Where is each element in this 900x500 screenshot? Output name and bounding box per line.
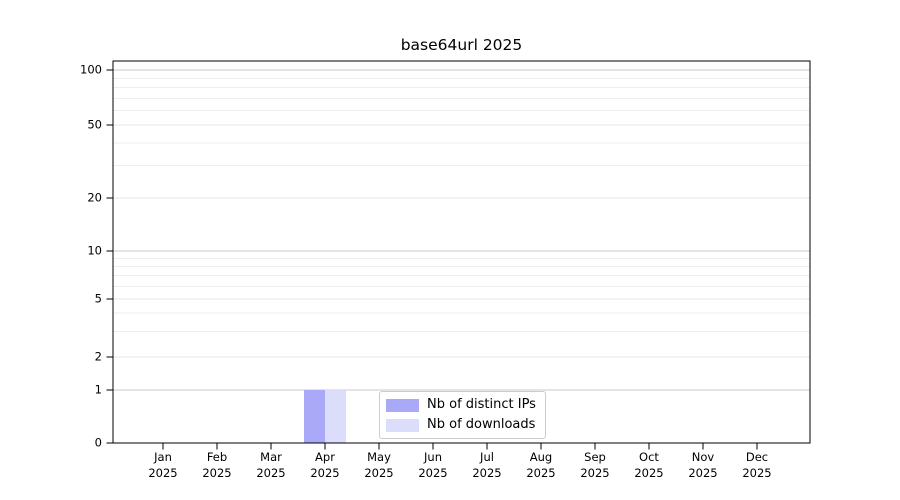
x-tick-year: 2025 bbox=[526, 465, 556, 480]
x-tick-month: Sep bbox=[584, 450, 606, 464]
x-tick-month: Apr bbox=[315, 450, 335, 464]
y-tick-label-0: 0 bbox=[94, 435, 102, 450]
x-tick-year: 2025 bbox=[148, 465, 178, 480]
legend: Nb of distinct IPs Nb of downloads bbox=[379, 391, 546, 439]
x-tick-year: 2025 bbox=[364, 465, 394, 480]
x-tick-label-May: May 2025 bbox=[364, 450, 393, 481]
x-tick-year: 2025 bbox=[256, 465, 286, 480]
x-tick-month: Mar bbox=[260, 450, 282, 464]
x-tick-label-Jun: Jun 2025 bbox=[418, 450, 447, 481]
y-tick-label-10: 10 bbox=[87, 243, 102, 258]
x-tick-year: 2025 bbox=[202, 465, 232, 480]
x-tick-label-Feb: Feb 2025 bbox=[202, 450, 231, 481]
legend-swatch-downloads bbox=[386, 418, 419, 432]
x-tick-label-Jul: Jul 2025 bbox=[472, 450, 501, 481]
x-tick-label-Dec: Dec 2025 bbox=[742, 450, 771, 481]
legend-item-downloads: Nb of downloads bbox=[386, 418, 536, 432]
legend-item-distinct-ips: Nb of distinct IPs bbox=[386, 398, 536, 412]
y-tick-label-5: 5 bbox=[94, 291, 102, 306]
axes-spines bbox=[112, 60, 811, 444]
x-tick-year: 2025 bbox=[310, 465, 340, 480]
y-tick-label-2: 2 bbox=[94, 349, 102, 364]
y-tick-label-20: 20 bbox=[87, 190, 102, 205]
y-tick-label-50: 50 bbox=[87, 117, 102, 132]
x-tick-month: Jun bbox=[424, 450, 442, 464]
x-tick-label-Apr: Apr 2025 bbox=[310, 450, 339, 481]
x-tick-month: Aug bbox=[529, 450, 553, 464]
y-tick-label-1: 1 bbox=[94, 382, 102, 397]
x-tick-year: 2025 bbox=[472, 465, 502, 480]
x-tick-month: Nov bbox=[691, 450, 715, 464]
x-tick-month: Oct bbox=[639, 450, 659, 464]
x-tick-month: Dec bbox=[745, 450, 769, 464]
x-tick-label-Sep: Sep 2025 bbox=[580, 450, 609, 481]
x-tick-month: Feb bbox=[206, 450, 228, 464]
x-tick-label-Aug: Aug 2025 bbox=[526, 450, 555, 481]
bar-Apr-distinct-ips bbox=[304, 390, 325, 443]
bar-Apr-downloads bbox=[325, 390, 346, 443]
x-tick-year: 2025 bbox=[580, 465, 610, 480]
legend-label-distinct-ips: Nb of distinct IPs bbox=[427, 397, 536, 412]
x-tick-year: 2025 bbox=[418, 465, 448, 480]
x-tick-month: Jan bbox=[154, 450, 172, 464]
x-tick-year: 2025 bbox=[742, 465, 772, 480]
x-tick-month: Jul bbox=[480, 450, 494, 464]
x-tick-label-Mar: Mar 2025 bbox=[256, 450, 285, 481]
chart-title: base64url 2025 bbox=[400, 36, 523, 54]
y-tick-label-100: 100 bbox=[80, 62, 102, 77]
x-tick-label-Oct: Oct 2025 bbox=[634, 450, 663, 481]
x-tick-label-Nov: Nov 2025 bbox=[688, 450, 717, 481]
x-tick-label-Jan: Jan 2025 bbox=[148, 450, 177, 481]
x-tick-year: 2025 bbox=[634, 465, 664, 480]
x-tick-month: May bbox=[367, 450, 391, 464]
x-tick-year: 2025 bbox=[688, 465, 718, 480]
legend-swatch-distinct-ips bbox=[386, 398, 419, 412]
legend-label-downloads: Nb of downloads bbox=[427, 417, 536, 432]
